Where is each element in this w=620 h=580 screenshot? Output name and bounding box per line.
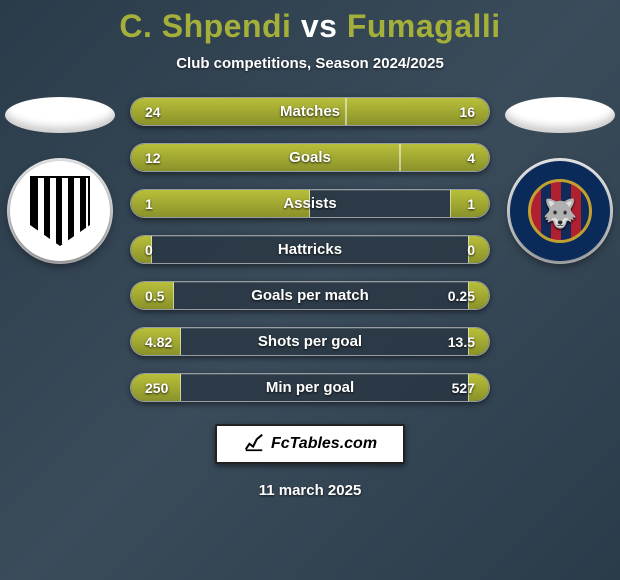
stat-fill-left — [131, 98, 346, 125]
page-title: C. Shpendi vs Fumagalli — [119, 8, 500, 45]
stat-label: Shots per goal — [131, 328, 489, 355]
stat-value-left: 1 — [145, 190, 153, 217]
brand-text: FcTables.com — [271, 435, 377, 453]
date-text: 11 march 2025 — [259, 482, 362, 499]
stat-value-right: 527 — [452, 374, 475, 401]
stat-value-left: 250 — [145, 374, 168, 401]
footer: FcTables.com 11 march 2025 — [215, 424, 405, 499]
stat-bar: 4.82 13.5Shots per goal — [130, 327, 490, 356]
stat-fill-right — [400, 144, 490, 171]
stat-value-left: 12 — [145, 144, 161, 171]
player-2-name: Fumagalli — [347, 8, 501, 44]
stat-bar: 2416Matches — [130, 97, 490, 126]
stat-value-right: 4 — [467, 144, 475, 171]
stat-fill-left — [131, 190, 310, 217]
right-team-crest-icon: 🐺 — [510, 161, 610, 261]
chart-icon — [243, 431, 265, 458]
brand-badge: FcTables.com — [215, 424, 405, 464]
stat-value-left: 24 — [145, 98, 161, 125]
stat-bar: 124Goals — [130, 143, 490, 172]
stat-fill-left — [131, 144, 400, 171]
wolf-icon: 🐺 — [543, 197, 578, 230]
vs-text: vs — [301, 8, 338, 44]
stat-bars: 2416Matches124Goals11Assists00Hattricks0… — [120, 97, 500, 402]
stat-value-right: 13.5 — [448, 328, 475, 355]
player-1-name: C. Shpendi — [119, 8, 291, 44]
stat-value-right: 0.25 — [448, 282, 475, 309]
stat-value-right: 16 — [459, 98, 475, 125]
stat-value-left: 4.82 — [145, 328, 172, 355]
stat-bar: 0.5 0.25Goals per match — [130, 281, 490, 310]
stat-label: Min per goal — [131, 374, 489, 401]
right-flag-icon — [505, 97, 615, 133]
stat-bar: 0 0Hattricks — [130, 235, 490, 264]
stat-bar: 250 527Min per goal — [130, 373, 490, 402]
stat-value-left: 0.5 — [145, 282, 164, 309]
right-side-col: 🐺 — [500, 97, 620, 261]
comparison-card: C. Shpendi vs Fumagalli Club competition… — [0, 0, 620, 580]
main-row: 2416Matches124Goals11Assists00Hattricks0… — [0, 97, 620, 402]
stat-value-left: 0 — [145, 236, 153, 263]
left-flag-icon — [5, 97, 115, 133]
left-side-col — [0, 97, 120, 261]
stat-value-right: 0 — [467, 236, 475, 263]
subtitle: Club competitions, Season 2024/2025 — [176, 55, 444, 72]
stat-label: Hattricks — [131, 236, 489, 263]
shield-icon — [30, 176, 90, 246]
stat-label: Goals per match — [131, 282, 489, 309]
stat-value-right: 1 — [467, 190, 475, 217]
left-team-crest-icon — [10, 161, 110, 261]
stat-bar: 11Assists — [130, 189, 490, 218]
